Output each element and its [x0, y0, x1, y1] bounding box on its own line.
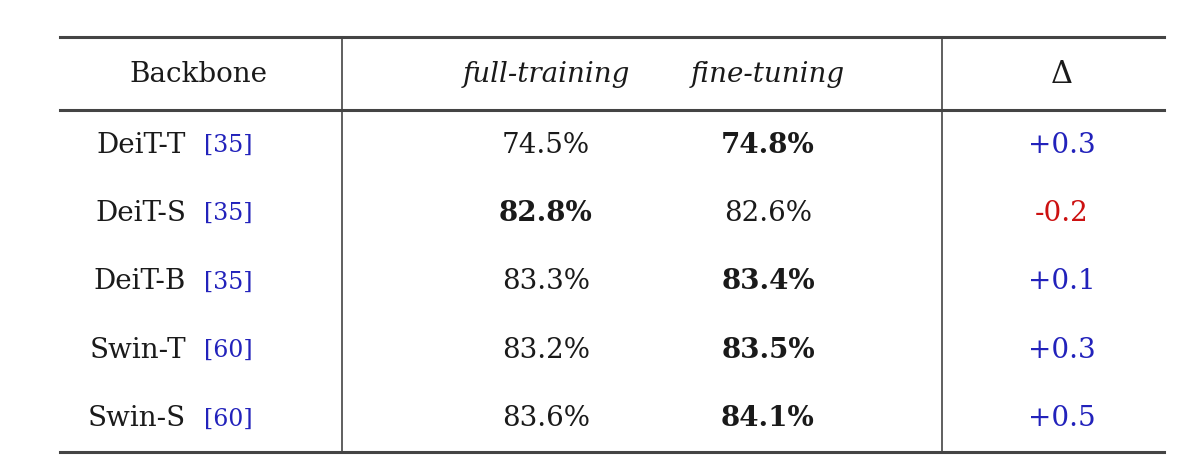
Text: 83.5%: 83.5% [721, 336, 815, 363]
Text: -0.2: -0.2 [1036, 199, 1088, 227]
Text: +0.3: +0.3 [1028, 336, 1096, 363]
Text: [35]: [35] [204, 270, 252, 293]
Text: [60]: [60] [204, 407, 253, 429]
Text: 74.5%: 74.5% [502, 131, 590, 158]
Text: Swin-T: Swin-T [89, 336, 186, 363]
Text: DeiT-B: DeiT-B [94, 268, 186, 295]
Text: +0.1: +0.1 [1028, 268, 1096, 295]
Text: DeiT-S: DeiT-S [95, 199, 186, 227]
Text: 83.2%: 83.2% [502, 336, 590, 363]
Text: [60]: [60] [204, 338, 253, 361]
Text: 83.4%: 83.4% [721, 268, 815, 295]
Text: fine-tuning: fine-tuning [691, 61, 845, 88]
Text: +0.5: +0.5 [1028, 405, 1096, 432]
Text: full-training: full-training [462, 61, 630, 88]
Text: Backbone: Backbone [130, 61, 266, 88]
Text: Δ: Δ [1051, 59, 1073, 90]
Text: Swin-S: Swin-S [88, 405, 186, 432]
Text: 83.3%: 83.3% [502, 268, 590, 295]
Text: 82.8%: 82.8% [499, 199, 593, 227]
Text: [35]: [35] [204, 201, 252, 225]
Text: DeiT-T: DeiT-T [97, 131, 186, 158]
Text: [35]: [35] [204, 133, 252, 156]
Text: 74.8%: 74.8% [721, 131, 815, 158]
Text: 83.6%: 83.6% [502, 405, 590, 432]
Text: +0.3: +0.3 [1028, 131, 1096, 158]
Text: 84.1%: 84.1% [721, 405, 815, 432]
Text: 82.6%: 82.6% [724, 199, 812, 227]
